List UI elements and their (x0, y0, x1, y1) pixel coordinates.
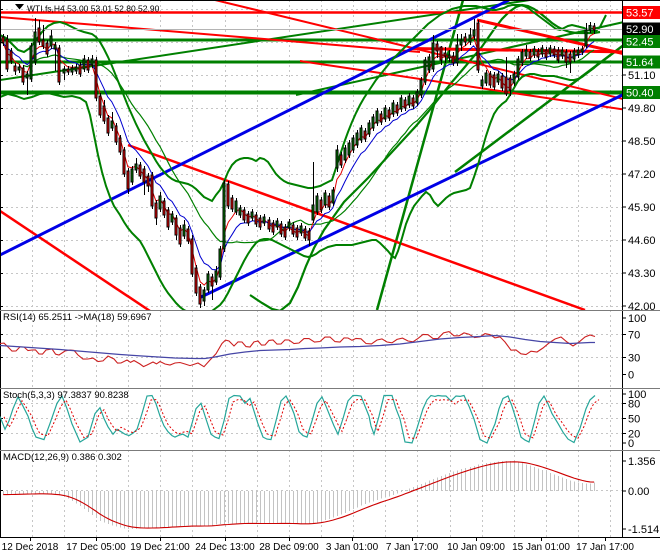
svg-text:Stoch(5,3,3) 97.3837 90.8238: Stoch(5,3,3) 97.3837 90.8238 (3, 390, 129, 401)
svg-text:52.90: 52.90 (626, 24, 654, 36)
svg-text:0: 0 (628, 438, 634, 450)
svg-text:RSI(14) 65.2511 ->MA(18) 59.6: RSI(14) 65.2511 ->MA(18) 59.6967 (3, 312, 151, 323)
svg-text:WTI.fs,H4 53.00 53.01 52.80 5: WTI.fs,H4 53.00 53.01 52.80 52.90 (27, 4, 160, 14)
svg-text:15 Jan 01:00: 15 Jan 01:00 (512, 542, 570, 553)
svg-text:7 Jan 17:00: 7 Jan 17:00 (386, 542, 439, 553)
svg-text:1.356: 1.356 (628, 456, 656, 468)
svg-text:0.00: 0.00 (628, 486, 649, 498)
svg-text:17 Dec 05:00: 17 Dec 05:00 (66, 542, 126, 553)
svg-text:24 Dec 13:00: 24 Dec 13:00 (195, 542, 255, 553)
svg-text:45.90: 45.90 (628, 202, 656, 214)
svg-text:3 Jan 01:00: 3 Jan 01:00 (326, 542, 379, 553)
svg-text:50.40: 50.40 (626, 88, 654, 100)
svg-text:19 Dec 21:00: 19 Dec 21:00 (130, 542, 190, 553)
svg-text:17 Jan 17:00: 17 Jan 17:00 (576, 542, 634, 553)
svg-text:47.20: 47.20 (628, 169, 656, 181)
svg-text:50: 50 (628, 414, 640, 426)
svg-text:MACD(12,26,9) 0.386 0.302: MACD(12,26,9) 0.386 0.302 (3, 452, 122, 463)
svg-text:51.10: 51.10 (628, 70, 656, 82)
svg-text:28 Dec 09:00: 28 Dec 09:00 (259, 542, 319, 553)
svg-text:53.57: 53.57 (626, 8, 654, 20)
svg-text:-1.514: -1.514 (628, 524, 659, 536)
svg-text:49.80: 49.80 (628, 103, 656, 115)
svg-text:100: 100 (628, 313, 646, 325)
svg-text:44.60: 44.60 (628, 235, 656, 247)
svg-text:70: 70 (628, 330, 640, 342)
svg-text:30: 30 (628, 353, 640, 365)
svg-text:51.64: 51.64 (626, 57, 654, 69)
svg-text:52.45: 52.45 (626, 37, 654, 49)
svg-text:43.30: 43.30 (628, 268, 656, 280)
svg-text:20: 20 (628, 429, 640, 441)
svg-text:80: 80 (628, 399, 640, 411)
svg-text:48.50: 48.50 (628, 136, 656, 148)
svg-text:42.00: 42.00 (628, 301, 656, 313)
svg-text:0: 0 (628, 370, 634, 382)
svg-text:12 Dec 2018: 12 Dec 2018 (2, 542, 59, 553)
svg-text:10 Jan 09:00: 10 Jan 09:00 (447, 542, 505, 553)
svg-text:100: 100 (628, 389, 646, 401)
